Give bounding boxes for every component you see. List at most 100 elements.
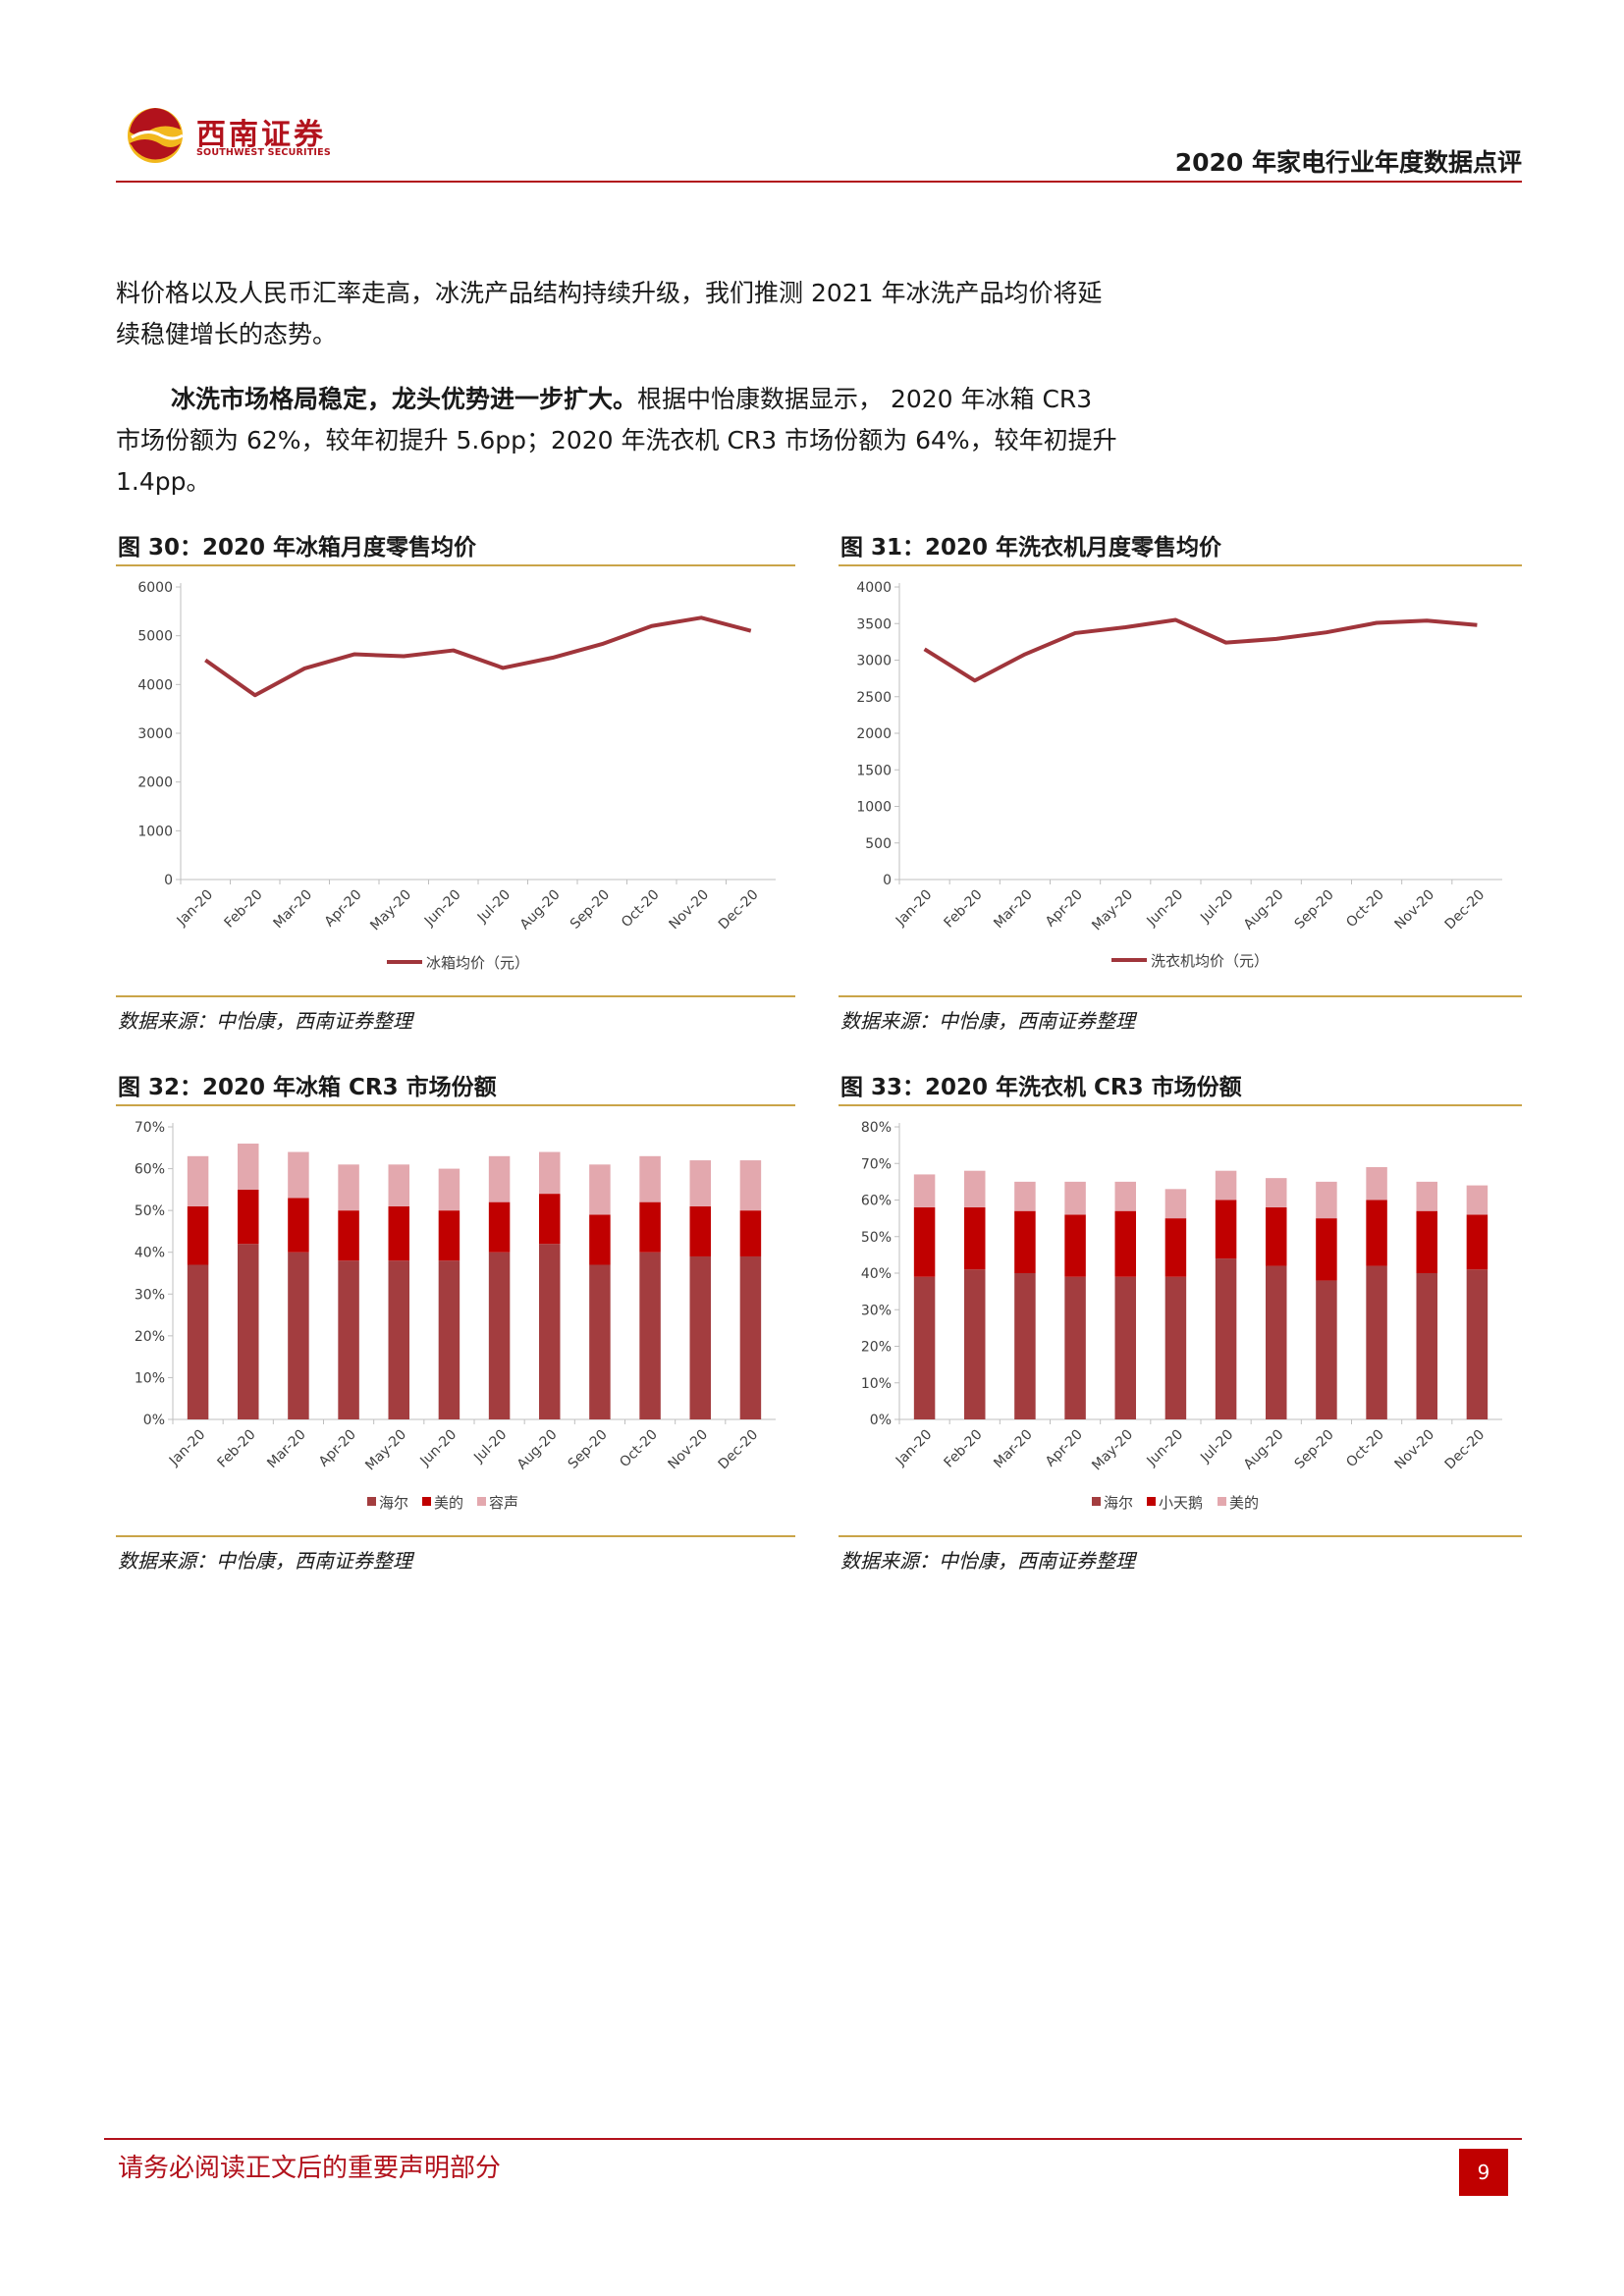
figure-33-title: 图 33：2020 年洗衣机 CR3 市场份额 xyxy=(840,1075,1242,1100)
y-tick-label: 3000 xyxy=(856,654,892,669)
bar-segment xyxy=(187,1155,209,1206)
bar-segment xyxy=(1266,1178,1287,1207)
bar-segment xyxy=(1164,1218,1187,1277)
x-tick-label: Mar-20 xyxy=(991,1427,1036,1472)
bar-segment xyxy=(1316,1181,1337,1219)
bar-segment xyxy=(338,1164,359,1211)
x-tick-label: Apr-20 xyxy=(1043,1427,1086,1470)
y-tick-label: 500 xyxy=(865,836,892,852)
y-tick-label: 3500 xyxy=(856,616,892,632)
page-number: 9 xyxy=(1459,2149,1508,2196)
bar-segment xyxy=(288,1198,309,1253)
figure-31-source: 数据来源：中怡康，西南证券整理 xyxy=(840,1009,1135,1033)
legend-label: 容声 xyxy=(489,1494,518,1512)
x-tick-label: Jun-20 xyxy=(421,887,464,931)
bar-segment xyxy=(1466,1214,1489,1270)
x-tick-label: Jul-20 xyxy=(1197,887,1236,927)
bar-segment xyxy=(1466,1269,1489,1419)
legend-swatch xyxy=(1218,1497,1226,1506)
bar-segment xyxy=(589,1214,611,1265)
footer-divider xyxy=(104,2138,1522,2140)
bar-segment xyxy=(539,1151,561,1195)
bar-segment xyxy=(1366,1265,1387,1419)
y-tick-label: 40% xyxy=(135,1246,165,1261)
figure-32-stacked-bar-chart: 0% 10% 20% 30% 40% 50% 60% 70% Jan-20 Feb-20 Mar-2… xyxy=(116,1107,795,1529)
bar-segment xyxy=(1416,1273,1437,1419)
x-tick-label: May-20 xyxy=(362,1427,409,1474)
bar-segment xyxy=(689,1255,711,1419)
figure-31-bottom-rule xyxy=(839,995,1522,997)
x-tick-label: Oct-20 xyxy=(617,1427,661,1471)
x-tick-label: Aug-20 xyxy=(514,1427,561,1473)
chart-svg: 0% 10% 20% 30% 40% 50% 60% 70% Jan-20 Feb-20 Mar-2… xyxy=(135,1120,776,1512)
x-tick-label: Aug-20 xyxy=(1241,1427,1287,1473)
legend-label: 海尔 xyxy=(379,1494,408,1512)
legend-label: 冰箱均价（元） xyxy=(426,954,529,972)
x-tick-label: Nov-20 xyxy=(667,887,713,934)
disclaimer-note: 请务必阅读正文后的重要声明部分 xyxy=(118,2154,502,2183)
company-logo: 西南证券 SOUTHWEST SECURITIES xyxy=(126,102,331,171)
x-tick-label: Dec-20 xyxy=(716,1427,762,1473)
bar-segment xyxy=(1014,1181,1036,1211)
bar-segment xyxy=(388,1205,409,1261)
bar-segment xyxy=(388,1164,409,1206)
x-tick-label: Oct-20 xyxy=(619,887,663,932)
bar-segment xyxy=(913,1174,936,1207)
y-tick-label: 1000 xyxy=(137,824,173,839)
y-tick-label: 10% xyxy=(135,1370,165,1386)
bar-segment xyxy=(338,1210,359,1261)
y-tick-label: 3000 xyxy=(137,726,173,742)
legend-swatch xyxy=(367,1497,376,1506)
paragraph-line: 市场份额为 62%，较年初提升 5.6pp；2020 年洗衣机 CR3 市场份额… xyxy=(116,426,1117,454)
paragraph-line: 1.4pp。 xyxy=(116,467,211,496)
y-tick-label: 10% xyxy=(861,1376,892,1392)
y-tick-label: 4000 xyxy=(856,580,892,596)
y-tick-label: 20% xyxy=(861,1340,892,1356)
y-tick-label: 0% xyxy=(870,1413,892,1428)
x-tick-label: Jan-20 xyxy=(174,887,216,930)
paragraph-lead: 冰洗市场格局稳定，龙头优势进一步扩大。 xyxy=(171,385,638,413)
x-tick-label: Jun-20 xyxy=(1144,887,1187,931)
chart-svg: 0 1000 2000 3000 4000 5000 6000 Jan-20 Feb-20 Mar… xyxy=(137,580,776,972)
bar-segment xyxy=(1114,1181,1136,1211)
bar-segment xyxy=(1266,1265,1287,1419)
bar-segment xyxy=(639,1201,661,1253)
y-tick-label: 70% xyxy=(135,1120,165,1136)
figure-33-stacked-bar-chart: 0% 10% 20% 30% 40% 50% 60% 70% 80% Jan-20 Feb-20 Ma… xyxy=(839,1107,1522,1529)
bar-segment xyxy=(539,1244,561,1419)
legend-label: 海尔 xyxy=(1104,1494,1133,1512)
series-line xyxy=(204,615,752,698)
x-tick-label: Sep-20 xyxy=(566,1427,611,1472)
x-tick-label: Mar-20 xyxy=(991,887,1036,933)
x-tick-label: May-20 xyxy=(1089,1427,1136,1474)
y-tick-label: 2000 xyxy=(856,726,892,742)
bar-segment xyxy=(1064,1214,1086,1277)
y-tick-label: 0 xyxy=(883,873,892,888)
bar-segment xyxy=(238,1189,259,1245)
bar-segment xyxy=(689,1160,711,1206)
logo-emblem-icon xyxy=(128,108,184,163)
y-tick-label: 40% xyxy=(861,1266,892,1282)
y-tick-label: 30% xyxy=(135,1287,165,1303)
legend-label: 洗衣机均价（元） xyxy=(1151,952,1269,970)
y-tick-label: 2000 xyxy=(137,775,173,791)
x-tick-label: Feb-20 xyxy=(942,887,986,932)
paragraph-2: 冰洗市场格局稳定，龙头优势进一步扩大。根据中怡康数据显示， 2020 年冰箱 C… xyxy=(116,379,1216,503)
bar-segment xyxy=(1164,1276,1187,1419)
y-tick-label: 5000 xyxy=(137,629,173,645)
figure-33-source: 数据来源：中怡康，西南证券整理 xyxy=(840,1549,1135,1573)
bar-segment xyxy=(639,1155,661,1202)
bar-segment xyxy=(1215,1200,1237,1259)
x-tick-label: Oct-20 xyxy=(1343,887,1387,932)
bar-segment xyxy=(739,1210,762,1256)
paragraph-line: 料价格以及人民币汇率走高，冰洗产品结构持续升级，我们推测 2021 年冰洗产品均… xyxy=(116,279,1103,307)
bar-segment xyxy=(1366,1200,1387,1266)
figure-30-title: 图 30：2020 年冰箱月度零售均价 xyxy=(118,535,477,561)
y-tick-label: 0% xyxy=(143,1413,165,1428)
x-tick-label: Dec-20 xyxy=(1442,1427,1489,1473)
figure-31-top-rule xyxy=(839,564,1522,566)
x-tick-label: Sep-20 xyxy=(1292,887,1337,933)
x-tick-label: Apr-20 xyxy=(316,1427,359,1470)
logo-english-text: SOUTHWEST SECURITIES xyxy=(196,147,331,158)
paragraph-line: 续稳健增长的态势。 xyxy=(116,320,338,348)
